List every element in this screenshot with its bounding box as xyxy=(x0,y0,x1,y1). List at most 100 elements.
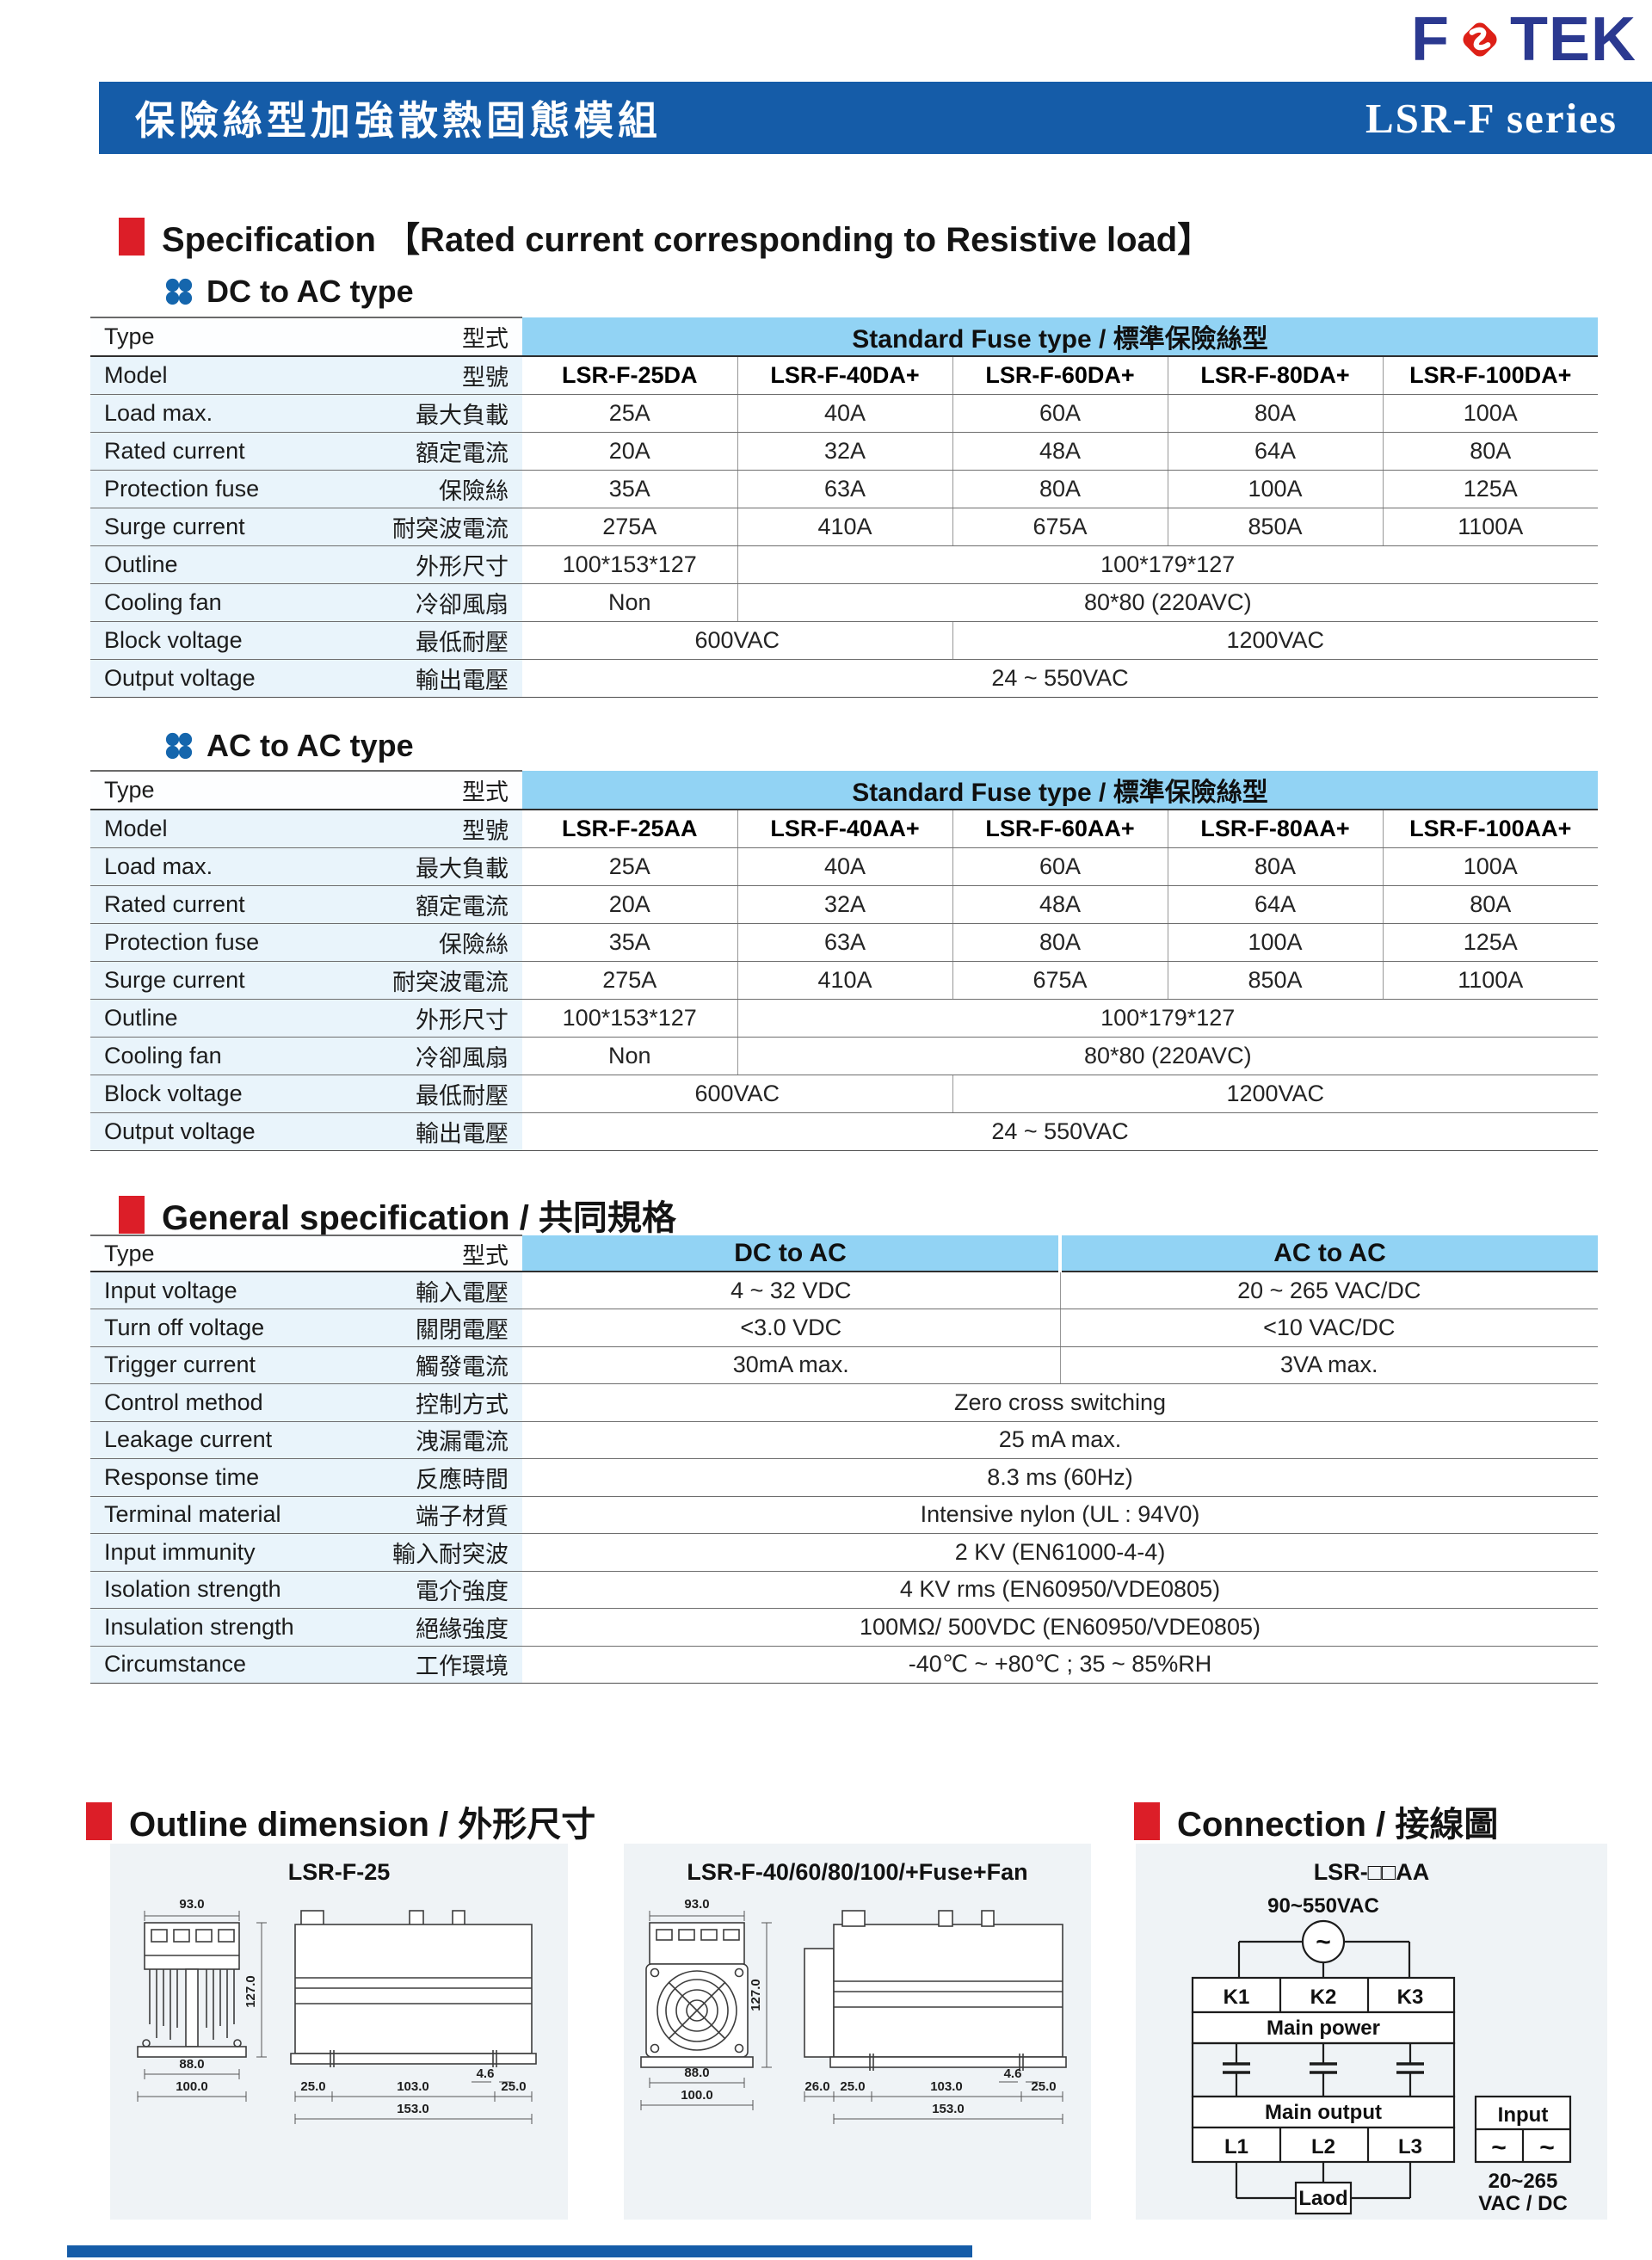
svg-text:103.0: 103.0 xyxy=(397,2079,429,2094)
input-label: Input xyxy=(1498,2103,1549,2127)
value-cell: 48A xyxy=(952,432,1168,471)
value-cell: 675A xyxy=(952,961,1168,1000)
value-cell: 80A xyxy=(952,923,1168,962)
response-time-row: Response time 反應時間 8.3 ms (60Hz) xyxy=(90,1458,1598,1497)
terminal-k2: K2 xyxy=(1310,1986,1337,2009)
surge-current-row: Surge current 耐突波電流 275A 410A 675A 850A 1… xyxy=(90,961,1598,1000)
outline-heading-text: Outline dimension / 外形尺寸 xyxy=(129,1806,596,1844)
row-label: Isolation strength 電介強度 xyxy=(90,1571,522,1609)
input-ac-symbol: ~ xyxy=(1491,2134,1507,2162)
row-label: Input immunity 輸入耐突波 xyxy=(90,1533,522,1572)
model-cell: LSR-F-60DA+ xyxy=(952,356,1168,395)
drawing-title: LSR-F-40/60/80/100/+Fuse+Fan xyxy=(687,1859,1028,1885)
value-cell: 60A xyxy=(952,394,1168,433)
label-zh: 額定電流 xyxy=(416,893,509,920)
label-zh: 保險絲 xyxy=(439,931,509,958)
row-label: Load max. 最大負載 xyxy=(90,394,522,433)
side-view: 4.6 25.0 103.0 25.0 153.0 xyxy=(290,1910,537,2124)
connection-section-heading: Connection / 接線圖 xyxy=(1134,1796,1498,1846)
label-zh: 洩漏電流 xyxy=(416,1429,509,1456)
value-cell: 100*153*127 xyxy=(522,545,738,584)
ac-column-header: AC to AC xyxy=(1060,1235,1598,1272)
model-cell: LSR-F-60AA+ xyxy=(952,810,1168,848)
label-en: Surge current xyxy=(104,966,245,993)
dc-to-ac-table: Type 型式 Standard Fuse type / 標準保險絲型 Model… xyxy=(90,317,1598,698)
main-power-label: Main power xyxy=(1267,2017,1380,2040)
value-cell: 64A xyxy=(1168,885,1384,924)
row-label: Insulation strength 絕緣強度 xyxy=(90,1608,522,1647)
row-label: Model 型號 xyxy=(90,356,522,395)
red-square-bullet-icon xyxy=(119,1196,145,1234)
label-en: Circumstance xyxy=(104,1651,247,1678)
value-cell: 63A xyxy=(737,923,953,962)
label-zh: 關閉電壓 xyxy=(416,1316,509,1343)
value-cell: Non xyxy=(522,1037,738,1075)
dc-column-header: DC to AC xyxy=(522,1235,1062,1272)
load-max-row: Load max. 最大負載 25A 40A 60A 80A 100A xyxy=(90,847,1598,886)
terminal-l1: L1 xyxy=(1224,2135,1248,2158)
label-en: Model xyxy=(104,361,168,388)
value-cell: 100A xyxy=(1383,394,1598,433)
label-zh: 輸出電壓 xyxy=(416,667,509,693)
svg-text:127.0: 127.0 xyxy=(243,1975,258,2008)
label-en: Block voltage xyxy=(104,626,243,653)
row-label: Circumstance 工作環境 xyxy=(90,1646,522,1684)
input-terminal-block: Input ~ ~ xyxy=(1474,2095,1572,2164)
label-zh: 觸發電流 xyxy=(416,1354,509,1381)
row-label: Response time 反應時間 xyxy=(90,1458,522,1497)
spec-section-heading: Specification 【Rated current correspondi… xyxy=(119,212,1211,262)
svg-text:88.0: 88.0 xyxy=(684,2066,709,2080)
clover-bullet-icon xyxy=(165,278,193,305)
label-zh: 型號 xyxy=(462,364,509,391)
value-cell: 3VA max. xyxy=(1060,1346,1598,1384)
value-cell: 32A xyxy=(737,885,953,924)
label-en: Insulation strength xyxy=(104,1613,294,1640)
value-cell: <3.0 VDC xyxy=(522,1309,1061,1347)
model-cell: LSR-F-100AA+ xyxy=(1383,810,1598,848)
spec-heading-text: Specification 【Rated current correspondi… xyxy=(162,221,1212,259)
value-cell: 100A xyxy=(1383,847,1598,886)
label-en: Cooling fan xyxy=(104,1042,222,1068)
value-cell-merged: 80*80 (220AVC) xyxy=(737,583,1598,622)
general-heading-text: General specification / 共同規格 xyxy=(162,1199,676,1237)
label-zh: 輸入耐突波 xyxy=(392,1541,509,1567)
model-cell: LSR-F-100DA+ xyxy=(1383,356,1598,395)
value-cell-merged: 100MΩ/ 500VDC (EN60950/VDE0805) xyxy=(522,1608,1598,1647)
value-cell: 275A xyxy=(522,961,738,1000)
label-zh: 最大負載 xyxy=(416,855,509,882)
label-en: Block voltage xyxy=(104,1080,243,1106)
trigger-current-row: Trigger current 觸發電流 30mA max. 3VA max. xyxy=(90,1346,1598,1384)
input-voltage-unit: VAC / DC xyxy=(1478,2192,1568,2215)
label-zh: 最大負載 xyxy=(416,402,509,428)
row-label: Terminal material 端子材質 xyxy=(90,1496,522,1534)
label-en: Input voltage xyxy=(104,1277,237,1303)
lsr-f-40-100-drawing: 93.0 88.0 100.0 127.0 xyxy=(640,1897,1067,2124)
table-header-row: Type 型式 Standard Fuse type / 標準保險絲型 xyxy=(90,770,1598,810)
row-label: Surge current 耐突波電流 xyxy=(90,508,522,546)
value-cell-merged: 600VAC xyxy=(522,1075,953,1113)
fotek-logo: F TEK xyxy=(1411,9,1637,71)
insulation-strength-row: Insulation strength 絕緣強度 100MΩ/ 500VDC (E… xyxy=(90,1608,1598,1647)
value-cell: 100A xyxy=(1168,470,1384,508)
type-zh: 型式 xyxy=(462,779,509,805)
terminal-material-row: Terminal material 端子材質 Intensive nylon (U… xyxy=(90,1496,1598,1534)
label-zh: 冷卻風扇 xyxy=(416,591,509,618)
svg-text:25.0: 25.0 xyxy=(300,2079,325,2094)
value-cell: 675A xyxy=(952,508,1168,546)
footer-bar xyxy=(67,2245,972,2257)
terminal-k3: K3 xyxy=(1397,1986,1424,2009)
value-cell: <10 VAC/DC xyxy=(1060,1309,1598,1347)
label-en: Output voltage xyxy=(104,664,256,691)
banner-series-name: LSR-F series xyxy=(1365,94,1618,142)
label-en: Terminal material xyxy=(104,1501,281,1528)
rated-current-row: Rated current 額定電流 20A 32A 48A 64A 80A xyxy=(90,885,1598,924)
output-voltage-row: Output voltage 輸出電壓 24 ~ 550VAC xyxy=(90,1112,1598,1151)
lsr-f-25-drawing: 93.0 88.0 xyxy=(137,1897,537,2124)
label-zh: 型號 xyxy=(462,817,509,844)
input-ac-symbol: ~ xyxy=(1539,2134,1555,2162)
row-label: Rated current 額定電流 xyxy=(90,432,522,471)
svg-text:4.6: 4.6 xyxy=(477,2066,495,2081)
value-cell: 48A xyxy=(952,885,1168,924)
type-zh: 型式 xyxy=(462,1242,509,1269)
table-header-row: Type 型式 DC to AC AC to AC xyxy=(90,1235,1598,1272)
